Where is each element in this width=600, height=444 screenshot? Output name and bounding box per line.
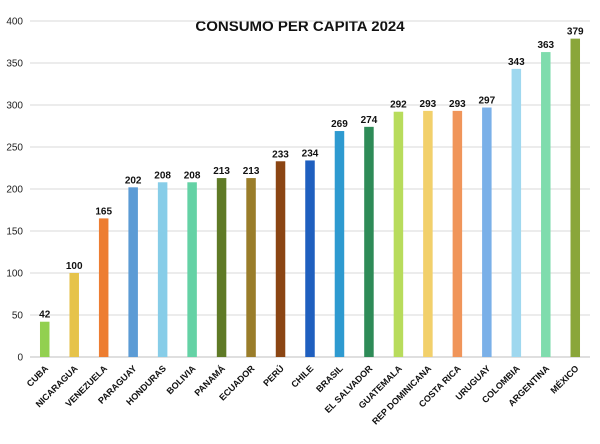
data-label: 42 [39,310,51,321]
data-label: 165 [95,206,112,217]
x-tick-label: PERÚ [260,363,285,388]
chart-title: CONSUMO PER CAPITA 2024 [195,18,405,35]
data-label: 379 [567,27,584,38]
y-tick-label: 150 [6,227,23,238]
x-axis-ticks: CUBANICARAGUAVENEZUELAPARAGUAYHONDURASBO… [25,363,581,427]
bar [334,131,345,357]
y-tick-label: 50 [12,311,24,322]
data-label: 292 [390,100,407,111]
data-label: 234 [302,148,319,159]
bar [69,273,79,357]
y-tick-label: 0 [17,353,23,364]
bar [128,187,138,357]
bar [452,110,463,357]
data-labels: 42 100 165 202 208 208 213 213 233 234 269 274 292 29… [39,27,584,321]
bar [98,218,109,357]
bar [570,38,581,357]
x-tick-label: MÉXICO [548,363,580,395]
y-tick-label: 200 [6,185,23,196]
data-label: 202 [125,175,142,186]
bar [39,321,50,357]
x-tick-label: CHILE [289,363,315,389]
data-label: 213 [243,166,260,177]
y-tick-label: 250 [6,143,23,154]
x-tick-label: CUBA [25,363,51,389]
data-label: 208 [154,170,171,181]
data-label: 293 [420,99,437,110]
data-label: 363 [537,40,554,51]
y-axis-ticks: 0 50 100 150 200 250 300 350 400 [6,17,23,364]
y-tick-label: 350 [6,59,23,70]
bar [393,111,404,357]
data-label: 343 [508,57,525,68]
bar [541,52,551,358]
y-tick-label: 300 [6,101,23,112]
bar [246,178,256,357]
data-label: 233 [272,149,289,160]
y-tick-label: 400 [6,17,23,28]
bar [187,182,197,357]
bar [275,161,286,357]
data-label: 213 [213,166,230,177]
data-label: 208 [184,170,201,181]
data-label: 274 [361,115,378,126]
bar [157,182,168,357]
bars [39,38,581,358]
data-label: 269 [331,119,348,130]
data-label: 297 [478,96,495,107]
bar [511,68,522,357]
bar [305,160,315,357]
y-tick-label: 100 [6,269,23,280]
bar [364,126,374,357]
data-label: 100 [66,261,83,272]
bar [423,110,433,357]
bar [216,178,227,357]
data-label: 293 [449,99,466,110]
bar [482,107,492,358]
